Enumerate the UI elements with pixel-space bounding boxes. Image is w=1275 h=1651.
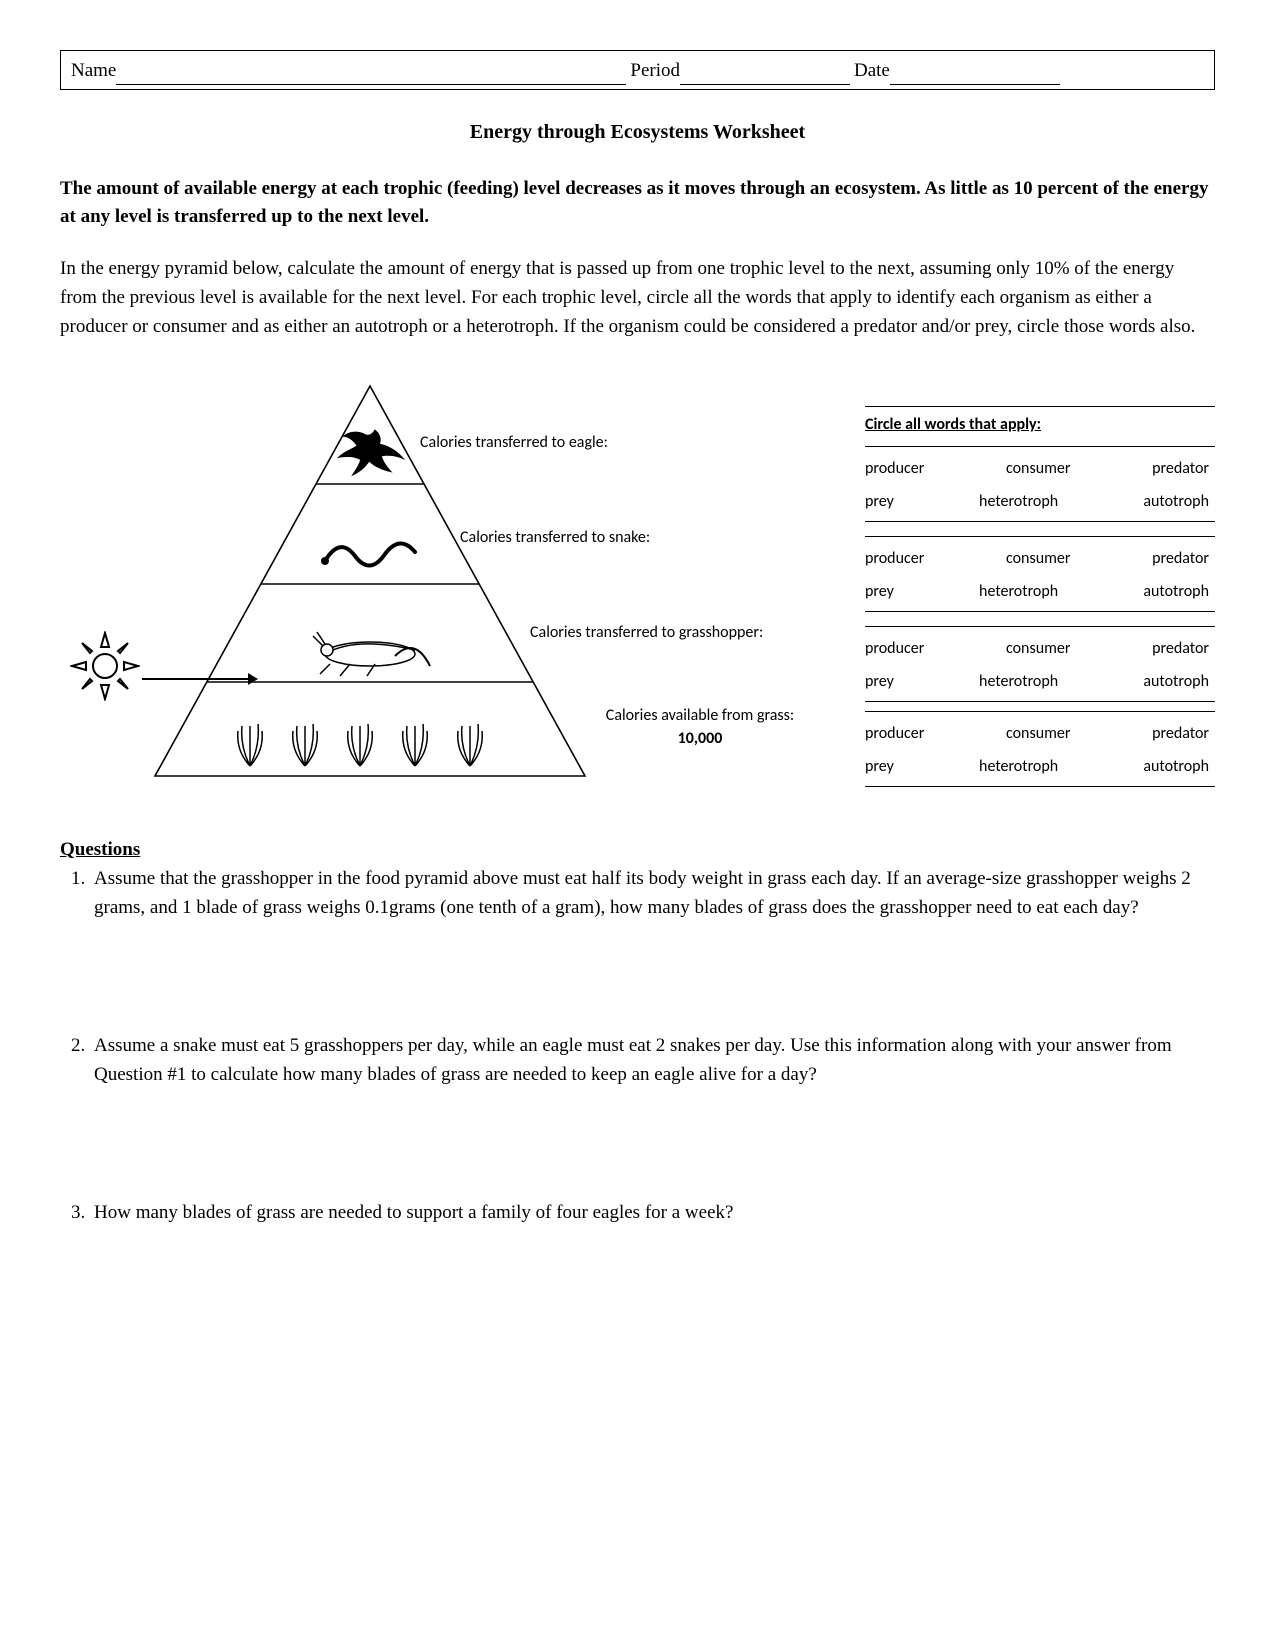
sun-icon xyxy=(70,631,140,701)
word-heterotroph[interactable]: heterotroph xyxy=(979,755,1058,778)
word-prey[interactable]: prey xyxy=(865,755,894,778)
header-row: Name Period Date xyxy=(60,50,1215,90)
word-box-snake[interactable]: producer consumer predator prey heterotr… xyxy=(865,536,1215,612)
word-autotroph[interactable]: autotroph xyxy=(1143,490,1209,513)
word-producer[interactable]: producer xyxy=(865,547,924,570)
date-field[interactable]: Date xyxy=(854,57,1060,85)
date-label: Date xyxy=(854,57,890,85)
question-3: How many blades of grass are needed to s… xyxy=(90,1199,1215,1228)
eagle-calories-text: Calories transferred to eagle: xyxy=(420,433,608,452)
intro-bold: The amount of available energy at each t… xyxy=(60,175,1215,232)
word-producer[interactable]: producer xyxy=(865,722,924,745)
sun-arrow-icon xyxy=(140,664,260,694)
name-label: Name xyxy=(71,57,116,85)
word-prey[interactable]: prey xyxy=(865,490,894,513)
word-heterotroph[interactable]: heterotroph xyxy=(979,580,1058,603)
word-box-grasshopper[interactable]: producer consumer predator prey heterotr… xyxy=(865,626,1215,702)
page-title: Energy through Ecosystems Worksheet xyxy=(60,118,1215,147)
word-consumer[interactable]: consumer xyxy=(1006,457,1070,480)
name-field[interactable]: Name xyxy=(71,57,626,85)
pyramid-section: Calories transferred to eagle: Calories … xyxy=(60,376,1215,806)
word-predator[interactable]: predator xyxy=(1152,722,1209,745)
snake-calories-label: Calories transferred to snake: xyxy=(460,526,650,549)
snake-calories-text: Calories transferred to snake: xyxy=(460,528,650,547)
word-heterotroph[interactable]: heterotroph xyxy=(979,490,1058,513)
period-label: Period xyxy=(630,57,680,85)
question-1: Assume that the grasshopper in the food … xyxy=(90,865,1215,922)
grass-calories-label: Calories available from grass: 10,000 xyxy=(590,704,810,750)
questions-heading: Questions xyxy=(60,836,1215,864)
name-blank[interactable] xyxy=(116,64,626,85)
word-box-eagle[interactable]: producer consumer predator prey heterotr… xyxy=(865,446,1215,522)
grasshopper-calories-label: Calories transferred to grasshopper: xyxy=(530,621,763,644)
word-consumer[interactable]: consumer xyxy=(1006,547,1070,570)
word-predator[interactable]: predator xyxy=(1152,637,1209,660)
word-predator[interactable]: predator xyxy=(1152,457,1209,480)
word-prey[interactable]: prey xyxy=(865,580,894,603)
question-2: Assume a snake must eat 5 grasshoppers p… xyxy=(90,1032,1215,1089)
word-autotroph[interactable]: autotroph xyxy=(1143,670,1209,693)
word-predator[interactable]: predator xyxy=(1152,547,1209,570)
word-heterotroph[interactable]: heterotroph xyxy=(979,670,1058,693)
word-producer[interactable]: producer xyxy=(865,457,924,480)
grass-calories-value: 10,000 xyxy=(678,729,723,748)
word-autotroph[interactable]: autotroph xyxy=(1143,580,1209,603)
word-producer[interactable]: producer xyxy=(865,637,924,660)
word-consumer[interactable]: consumer xyxy=(1006,722,1070,745)
word-prey[interactable]: prey xyxy=(865,670,894,693)
grass-calories-text: Calories available from grass: xyxy=(606,706,794,725)
eagle-calories-label: Calories transferred to eagle: xyxy=(420,431,608,454)
period-field[interactable]: Period xyxy=(630,57,850,85)
word-box-grass[interactable]: producer consumer predator prey heterotr… xyxy=(865,711,1215,787)
questions-list: Assume that the grasshopper in the food … xyxy=(60,865,1215,1228)
word-consumer[interactable]: consumer xyxy=(1006,637,1070,660)
grasshopper-calories-text: Calories transferred to grasshopper: xyxy=(530,623,763,642)
date-blank[interactable] xyxy=(890,64,1060,85)
instructions-paragraph: In the energy pyramid below, calculate t… xyxy=(60,254,1215,342)
word-autotroph[interactable]: autotroph xyxy=(1143,755,1209,778)
word-header: Circle all words that apply: xyxy=(865,406,1215,436)
period-blank[interactable] xyxy=(680,64,850,85)
